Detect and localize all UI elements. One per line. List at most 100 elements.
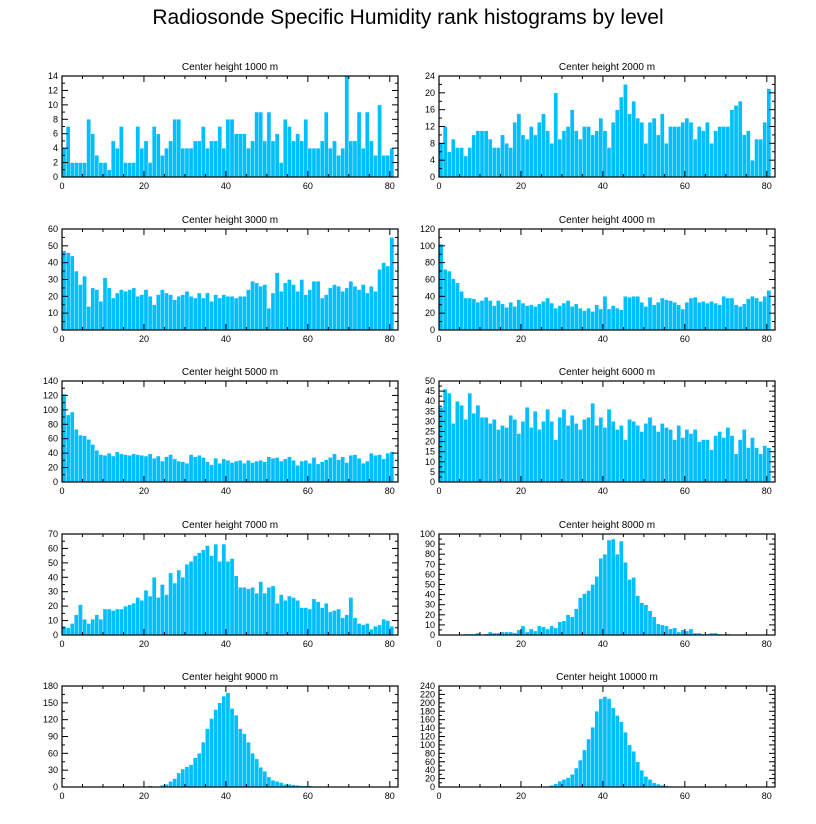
histogram-bar bbox=[102, 277, 108, 331]
histogram-bar bbox=[684, 117, 690, 178]
y-tick-label: 150 bbox=[43, 698, 58, 708]
histogram-bar bbox=[655, 623, 661, 636]
histogram-bar bbox=[582, 126, 587, 178]
histogram-bar bbox=[180, 147, 186, 178]
histogram-bar bbox=[643, 143, 649, 178]
y-tick-label: 40 bbox=[48, 258, 58, 268]
histogram-bar bbox=[119, 608, 124, 636]
histogram-bar bbox=[344, 75, 350, 178]
x-tick-label: 0 bbox=[59, 791, 64, 801]
y-tick-label: 50 bbox=[48, 241, 58, 251]
histogram-bar bbox=[98, 454, 104, 483]
histogram-bar bbox=[578, 307, 583, 331]
histogram-bar bbox=[508, 147, 513, 178]
histogram-bar bbox=[295, 291, 300, 331]
histogram-bar bbox=[225, 561, 231, 636]
histogram-bar bbox=[762, 445, 767, 483]
histogram-bar bbox=[582, 419, 587, 483]
histogram-bar bbox=[520, 421, 526, 483]
histogram-bar bbox=[250, 462, 255, 483]
histogram-bar bbox=[688, 433, 694, 483]
histogram-bar bbox=[586, 307, 591, 331]
x-tick-label: 20 bbox=[516, 639, 526, 649]
histogram-bar bbox=[98, 301, 104, 331]
histogram-bar bbox=[721, 437, 727, 483]
x-tick-label: 40 bbox=[598, 334, 608, 344]
histogram-bar bbox=[586, 417, 591, 483]
histogram-bar bbox=[324, 459, 329, 483]
histogram-bar bbox=[295, 133, 300, 178]
histogram-bar bbox=[303, 460, 309, 483]
histogram-bar bbox=[86, 439, 91, 483]
histogram-bar bbox=[569, 306, 575, 331]
histogram-bar bbox=[623, 732, 628, 788]
histogram-bar bbox=[188, 454, 194, 483]
y-tick-label: 14 bbox=[48, 71, 58, 81]
histogram-bar bbox=[156, 455, 161, 483]
x-tick-label: 0 bbox=[436, 639, 441, 649]
y-tick-label: 80 bbox=[425, 549, 435, 559]
histogram-bar bbox=[619, 721, 624, 788]
y-tick-label: 30 bbox=[48, 765, 58, 775]
histogram-bar bbox=[319, 607, 325, 636]
histogram-bar bbox=[639, 302, 645, 331]
histogram-bar bbox=[655, 302, 661, 331]
histogram-bar bbox=[447, 151, 452, 178]
histogram-bar bbox=[176, 460, 182, 483]
histogram-bar bbox=[205, 545, 210, 636]
histogram-bar bbox=[250, 281, 255, 331]
histogram-bar bbox=[664, 299, 669, 331]
histogram-bar bbox=[533, 134, 538, 178]
x-tick-label: 40 bbox=[221, 486, 231, 496]
histogram-bar bbox=[180, 294, 186, 331]
x-tick-label: 20 bbox=[516, 791, 526, 801]
histogram-bar bbox=[660, 113, 665, 178]
histogram-bar bbox=[627, 419, 632, 483]
histogram-bar bbox=[360, 284, 366, 331]
x-tick-label: 20 bbox=[516, 486, 526, 496]
histogram-bar bbox=[209, 718, 214, 788]
histogram-bar bbox=[598, 417, 604, 483]
histogram-bar bbox=[647, 610, 653, 636]
histogram-bar bbox=[123, 291, 128, 331]
histogram-bar bbox=[201, 741, 206, 788]
x-tick-label: 60 bbox=[303, 181, 313, 191]
x-tick-label: 20 bbox=[139, 334, 149, 344]
x-tick-label: 60 bbox=[680, 334, 690, 344]
histogram-bar bbox=[705, 122, 710, 178]
histogram-bar bbox=[377, 104, 382, 178]
x-tick-label: 60 bbox=[303, 486, 313, 496]
histogram-bar bbox=[184, 766, 190, 788]
histogram-bar bbox=[746, 298, 751, 331]
histogram-bar bbox=[369, 629, 374, 636]
histogram-bar bbox=[524, 407, 530, 483]
histogram-bar bbox=[631, 101, 636, 178]
histogram-bar bbox=[623, 296, 628, 331]
histogram-bar bbox=[381, 458, 386, 483]
histogram-bar bbox=[635, 595, 640, 636]
histogram-bar bbox=[602, 296, 608, 331]
histogram-bar bbox=[537, 625, 542, 636]
y-tick-label: 24 bbox=[425, 71, 435, 81]
y-tick-label: 8 bbox=[53, 114, 58, 124]
histogram-bar bbox=[553, 627, 559, 636]
histogram-bar bbox=[65, 252, 71, 331]
histogram-bar bbox=[242, 133, 247, 178]
histogram-bar bbox=[475, 405, 481, 483]
histogram-bar bbox=[254, 592, 259, 636]
histogram-bar bbox=[287, 279, 292, 331]
histogram-bar bbox=[471, 413, 477, 483]
histogram-bar bbox=[115, 608, 120, 636]
histogram-bar bbox=[635, 425, 640, 483]
y-tick-label: 60 bbox=[425, 569, 435, 579]
histogram-bar bbox=[553, 92, 559, 178]
histogram-bar bbox=[664, 625, 669, 636]
histogram-bar bbox=[643, 604, 649, 636]
histogram-bar bbox=[246, 289, 251, 331]
y-tick-label: 2 bbox=[53, 158, 58, 168]
histogram-bar bbox=[303, 119, 309, 178]
y-tick-label: 15 bbox=[425, 447, 435, 457]
histogram-bar bbox=[627, 744, 632, 788]
histogram-bar bbox=[639, 602, 645, 636]
histogram-bar bbox=[270, 140, 276, 178]
